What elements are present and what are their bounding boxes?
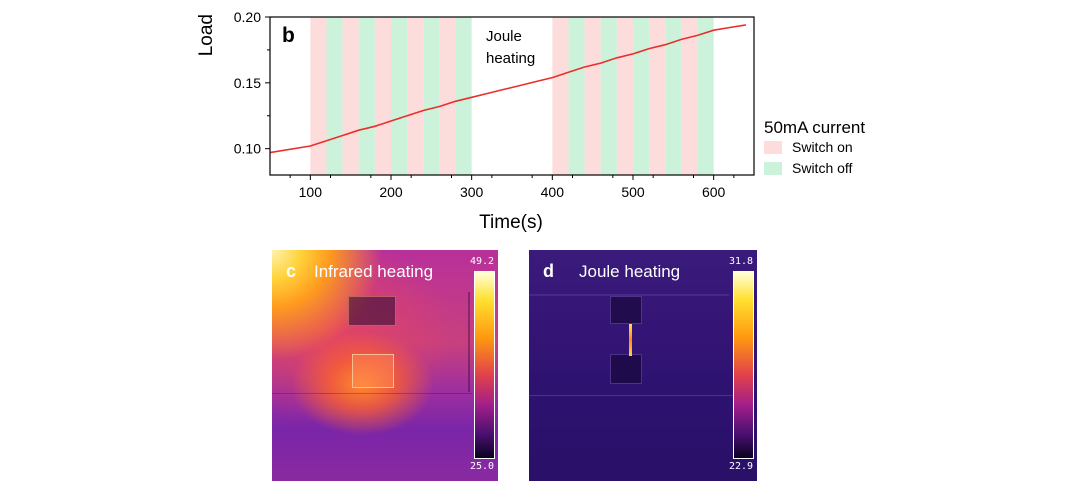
legend-title: 50mA current	[764, 118, 866, 137]
heated-fiber	[629, 324, 632, 356]
x-tick-label-600: 600	[702, 184, 726, 200]
interval-on-14	[616, 17, 633, 175]
interval-on-6	[407, 17, 424, 175]
panel-title-c: Infrared heating	[314, 262, 434, 281]
interval-off-7	[423, 17, 440, 175]
y-axis-label: Load	[196, 14, 217, 56]
panel-label-b: b	[282, 24, 295, 47]
plot-frame	[269, 16, 755, 176]
interval-off-11	[568, 17, 585, 175]
panel-label-d: d	[543, 261, 554, 281]
lower-clamp	[352, 354, 394, 388]
load-chart: 100 200 300 400 500 600 0.10 0.15 0.20 Load b Jo…	[196, 9, 755, 233]
colorbar-d	[733, 271, 754, 459]
series-line-0	[269, 24, 747, 154]
annotation-line-1: Joule	[486, 28, 522, 45]
interval-on-18	[681, 17, 698, 175]
panel-title-d: Joule heating	[579, 262, 681, 281]
interval-off-9	[455, 17, 472, 175]
interval-off-15	[633, 17, 650, 175]
colorbar-max-d: 31.8	[729, 256, 754, 267]
legend-swatch-on	[764, 141, 782, 154]
load-series	[269, 24, 747, 154]
interval-on-12	[584, 17, 601, 175]
interval-off-1	[326, 17, 343, 175]
legend-label-off: Switch off	[792, 160, 853, 176]
interval-on-4	[374, 17, 391, 175]
interval-off-13	[600, 17, 617, 175]
joule-thermal-image: d Joule heating 31.8 22.9	[529, 250, 757, 481]
frame-edge	[272, 393, 472, 394]
x-tick-label-400: 400	[541, 184, 565, 200]
upper-clamp	[348, 296, 396, 326]
interval-off-3	[358, 17, 375, 175]
interval-on-2	[342, 17, 359, 175]
interval-off-19	[697, 17, 714, 175]
interval-off-5	[391, 17, 408, 175]
x-tick-label-100: 100	[299, 184, 323, 200]
upper-clamp	[610, 296, 642, 324]
lower-clamp	[610, 354, 642, 384]
y-tick-label-0: 0.10	[234, 141, 261, 157]
infrared-thermal-image: c Infrared heating 49.2 25.0	[272, 250, 498, 481]
axis-ticks: 100 200 300 400 500 600 0.10 0.15 0.20	[234, 9, 735, 200]
x-axis-label: Time(s)	[479, 212, 543, 233]
frame-edge	[529, 395, 734, 396]
interval-on-10	[552, 17, 569, 175]
colorbar-min-d: 22.9	[729, 461, 754, 472]
interval-on-8	[439, 17, 456, 175]
colorbar-max-c: 49.2	[470, 256, 495, 267]
x-tick-label-200: 200	[379, 184, 403, 200]
panel-label-c: c	[286, 261, 297, 281]
frame-top-edge	[529, 294, 729, 296]
legend-swatch-off	[764, 162, 782, 175]
frame-post	[468, 292, 470, 392]
colorbar-c	[474, 271, 495, 459]
interval-on-16	[649, 17, 666, 175]
legend-label-on: Switch on	[792, 139, 853, 155]
y-tick-label-2: 0.20	[234, 9, 261, 25]
interval-on-0	[310, 17, 327, 175]
x-tick-label-500: 500	[621, 184, 645, 200]
annotation-line-2: heating	[486, 50, 535, 67]
interval-shading	[310, 17, 714, 175]
x-tick-label-300: 300	[460, 184, 484, 200]
interval-off-17	[665, 17, 682, 175]
colorbar-min-c: 25.0	[470, 461, 495, 472]
y-tick-label-1: 0.15	[234, 75, 261, 91]
